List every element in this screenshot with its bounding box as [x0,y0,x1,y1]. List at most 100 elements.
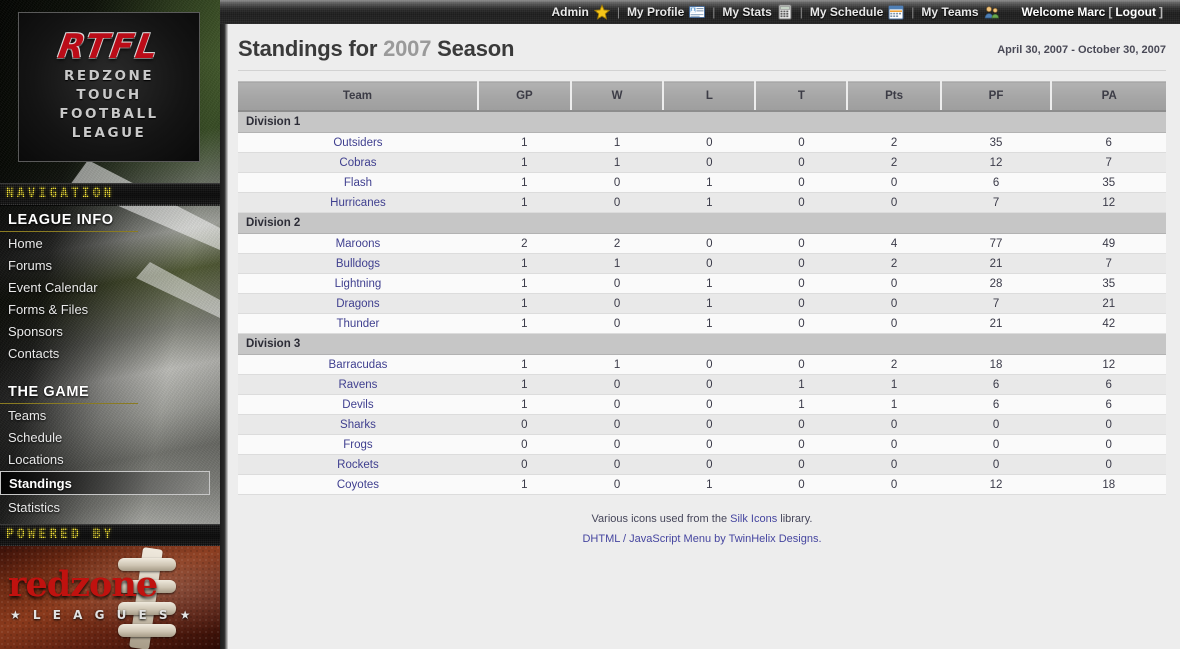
column-header-pa[interactable]: PA [1051,81,1166,112]
team-link[interactable]: Flash [343,176,372,189]
team-link[interactable]: Devils [342,398,374,411]
stat-cell-pa: 0 [1051,434,1166,455]
stat-cell-pa: 35 [1051,172,1166,193]
topbar-link-my-schedule[interactable]: My Schedule [809,5,884,19]
team-link[interactable]: Coyotes [336,478,380,491]
rtfl-logo-text: RTFL [55,27,163,67]
stat-cell-t: 0 [755,192,848,213]
stat-cell-l: 0 [663,434,756,455]
silk-icons-link[interactable]: Silk Icons [730,513,778,525]
stat-cell-pts: 0 [847,414,941,435]
stat-cell-l: 1 [663,192,756,213]
column-header-l[interactable]: L [663,81,757,112]
table-row: Flash 1 0 1 0 0 6 35 [238,172,1166,193]
topbar-stats-group[interactable]: My Stats [722,4,792,20]
table-row: Dragons 1 0 1 0 0 7 21 [238,293,1166,314]
topbar-profile-group[interactable]: My Profile [626,4,706,20]
stat-cell-gp: 1 [477,273,571,294]
stat-cell-pa: 6 [1051,132,1166,153]
powered-by-label-text: POWERED BY [6,527,115,542]
team-link[interactable]: Bulldogs [335,257,380,270]
stat-cell-l: 1 [663,313,756,334]
sidebar-item-event-calendar[interactable]: Event Calendar [8,279,98,295]
table-row: Rockets 0 0 0 0 0 0 0 [238,454,1166,475]
team-link[interactable]: Ravens [338,378,378,391]
stat-cell-l: 1 [663,172,756,193]
stat-cell-gp: 1 [477,253,571,274]
sidebar-item-forums[interactable]: Forums [8,257,53,273]
team-link[interactable]: Frogs [343,438,373,451]
team-link[interactable]: Barracudas [328,358,388,371]
stat-cell-pts: 2 [847,253,941,274]
topbar-link-my-stats[interactable]: My Stats [722,5,772,19]
sidebar-item-teams[interactable]: Teams [8,407,47,423]
column-header-gp[interactable]: GP [477,81,572,112]
topbar-admin-group[interactable]: Admin [551,4,611,20]
team-link[interactable]: Dragons [336,297,380,310]
sidebar-item-sponsors[interactable]: Sponsors [8,323,63,339]
page-title-season-year: 2007 [383,36,432,61]
stat-cell-pf: 35 [940,132,1052,153]
stat-cell-pa: 42 [1051,313,1166,334]
topbar-link-my-teams[interactable]: My Teams [921,5,979,19]
logo-word-league: LEAGUE [71,125,147,141]
stat-cell-pts: 0 [847,192,941,213]
stat-cell-t: 0 [755,172,848,193]
logout-bracket-close: ] [1159,5,1163,19]
column-header-team[interactable]: Team [238,81,479,112]
team-name-cell: Bulldogs [238,253,478,274]
team-link[interactable]: Cobras [339,156,377,169]
column-header-w[interactable]: W [570,81,665,112]
team-link[interactable]: Lightning [334,277,382,290]
division-label: Division 1 [238,111,1166,133]
team-link[interactable]: Thunder [336,317,380,330]
sidebar-item-home[interactable]: Home [8,235,43,251]
sidebar-item-forms-and-files[interactable]: Forms & Files [8,301,89,317]
topbar-link-admin[interactable]: Admin [551,5,589,19]
powered-by-bar: POWERED BY [0,524,220,547]
stat-cell-gp: 1 [477,192,571,213]
topbar-separator-2: | [712,5,716,19]
stat-cell-w: 0 [570,454,664,475]
stat-cell-w: 1 [570,253,664,274]
stat-cell-t: 0 [755,273,848,294]
team-link[interactable]: Hurricanes [330,196,386,209]
stat-cell-pf: 18 [940,354,1052,375]
topbar-teams-group[interactable]: My Teams [921,4,999,20]
team-link[interactable]: Rockets [337,458,379,471]
topbar-link-my-profile[interactable]: My Profile [626,5,685,19]
stat-cell-pa: 6 [1051,374,1166,395]
stat-cell-pf: 77 [940,233,1052,254]
stat-cell-pf: 7 [940,192,1052,213]
column-header-pf[interactable]: PF [940,81,1053,112]
football-lace-cross-2 [118,580,176,593]
stat-cell-gp: 1 [477,132,571,153]
logout-button[interactable]: Logout [1115,5,1156,19]
navigation-label-text: NAVIGATION [6,186,115,201]
sidebar-divider [220,0,228,649]
topbar-separator-3: | [799,5,803,19]
sidebar-item-standings[interactable]: Standings [0,471,210,495]
column-header-t[interactable]: T [755,81,849,112]
team-link[interactable]: Maroons [335,237,381,250]
sidebar-item-schedule[interactable]: Schedule [8,429,63,445]
logo-word-redzone: REDZONE [63,68,155,84]
sidebar-item-locations[interactable]: Locations [8,451,64,467]
division-header-row: Division 3 [238,333,1166,355]
topbar-schedule-group[interactable]: My Schedule [810,4,904,20]
redzone-leagues-logo[interactable]: redzone ★ L E A G U E S ★ [0,546,220,649]
football-lace-cross-3 [118,602,176,615]
twinhelix-link[interactable]: DHTML / JavaScript Menu by TwinHelix Des… [582,533,822,545]
stat-cell-t: 0 [755,434,848,455]
page-title-row: Standings for 2007 Season April 30, 2007… [228,24,1180,68]
team-link[interactable]: Sharks [340,418,376,431]
sidebar-item-contacts[interactable]: Contacts [8,345,60,361]
division-label: Division 2 [238,212,1166,234]
team-name-cell: Barracudas [238,354,478,375]
team-name-cell: Devils [238,394,478,415]
column-header-pts[interactable]: Pts [847,81,942,112]
sidebar-item-statistics[interactable]: Statistics [8,499,61,515]
stat-cell-w: 1 [570,152,664,173]
team-link[interactable]: Outsiders [333,136,383,149]
stat-cell-pts: 0 [847,434,941,455]
